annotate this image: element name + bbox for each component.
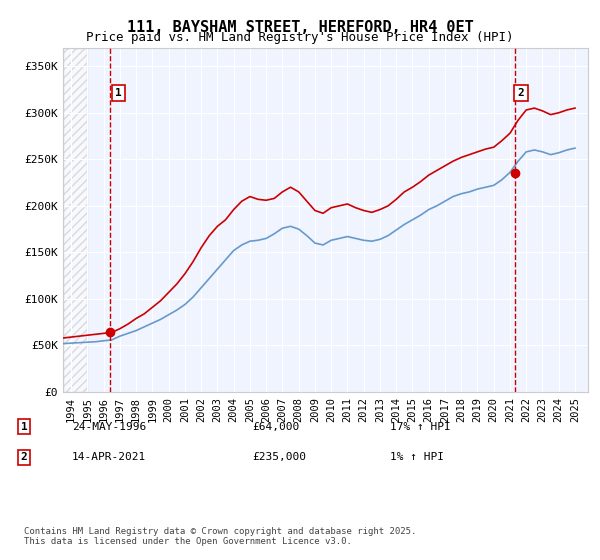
Text: 1: 1 bbox=[20, 422, 28, 432]
Text: 2: 2 bbox=[20, 452, 28, 463]
Text: 24-MAY-1996: 24-MAY-1996 bbox=[72, 422, 146, 432]
Text: 2: 2 bbox=[518, 88, 524, 98]
Text: Contains HM Land Registry data © Crown copyright and database right 2025.
This d: Contains HM Land Registry data © Crown c… bbox=[24, 526, 416, 546]
Text: 1% ↑ HPI: 1% ↑ HPI bbox=[390, 452, 444, 463]
Text: £235,000: £235,000 bbox=[252, 452, 306, 463]
Bar bbox=[63, 48, 88, 392]
Text: 17% ↑ HPI: 17% ↑ HPI bbox=[390, 422, 451, 432]
Text: 14-APR-2021: 14-APR-2021 bbox=[72, 452, 146, 463]
Text: £64,000: £64,000 bbox=[252, 422, 299, 432]
Text: Price paid vs. HM Land Registry's House Price Index (HPI): Price paid vs. HM Land Registry's House … bbox=[86, 31, 514, 44]
Text: 111, BAYSHAM STREET, HEREFORD, HR4 0ET: 111, BAYSHAM STREET, HEREFORD, HR4 0ET bbox=[127, 20, 473, 35]
Text: 1: 1 bbox=[115, 88, 122, 98]
